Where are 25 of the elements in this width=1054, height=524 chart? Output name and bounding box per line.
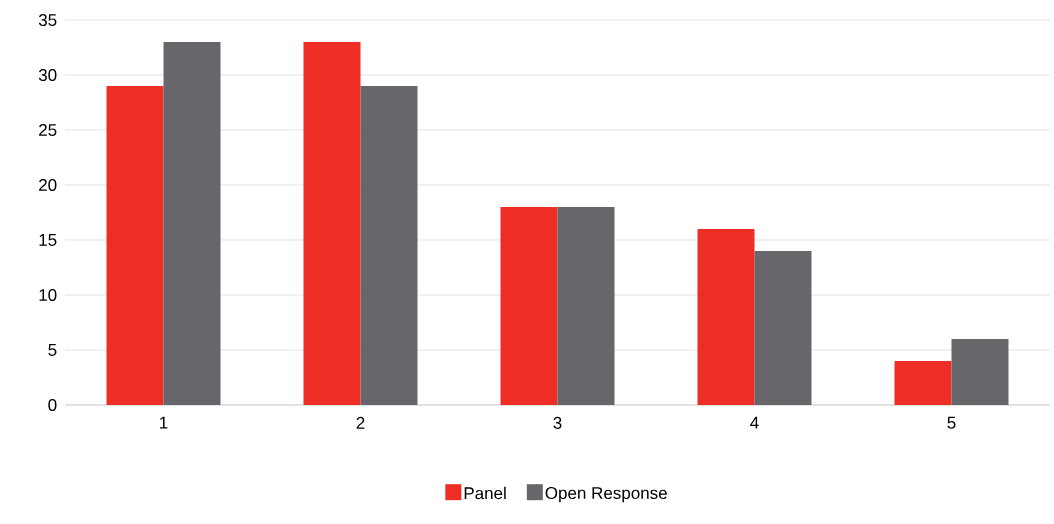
bar [163,42,221,405]
y-tick-label: 5 [48,344,57,356]
bar [500,206,558,405]
legend-label: Open Response [545,486,667,503]
x-tick-label: 4 [750,416,759,429]
y-tick-label: 0 [48,398,57,412]
y-tick-label: 25 [39,123,57,137]
bar [754,250,812,405]
legend-label: Panel [464,486,506,500]
bar [360,85,418,405]
bar [894,360,952,405]
bar [106,85,164,405]
bar [303,42,361,405]
y-tick-label: 10 [39,288,57,302]
bar [697,228,755,405]
y-tick-label: 35 [38,13,57,27]
bar [557,206,615,405]
bar [951,338,1009,405]
x-tick-label: 2 [356,416,365,429]
x-tick-label: 5 [947,416,956,429]
x-tick-label: 1 [160,416,168,429]
y-tick-label: 30 [38,68,57,82]
y-tick-label: 15 [39,234,57,246]
y-tick-label: 20 [39,178,57,192]
x-tick-label: 3 [553,416,562,429]
